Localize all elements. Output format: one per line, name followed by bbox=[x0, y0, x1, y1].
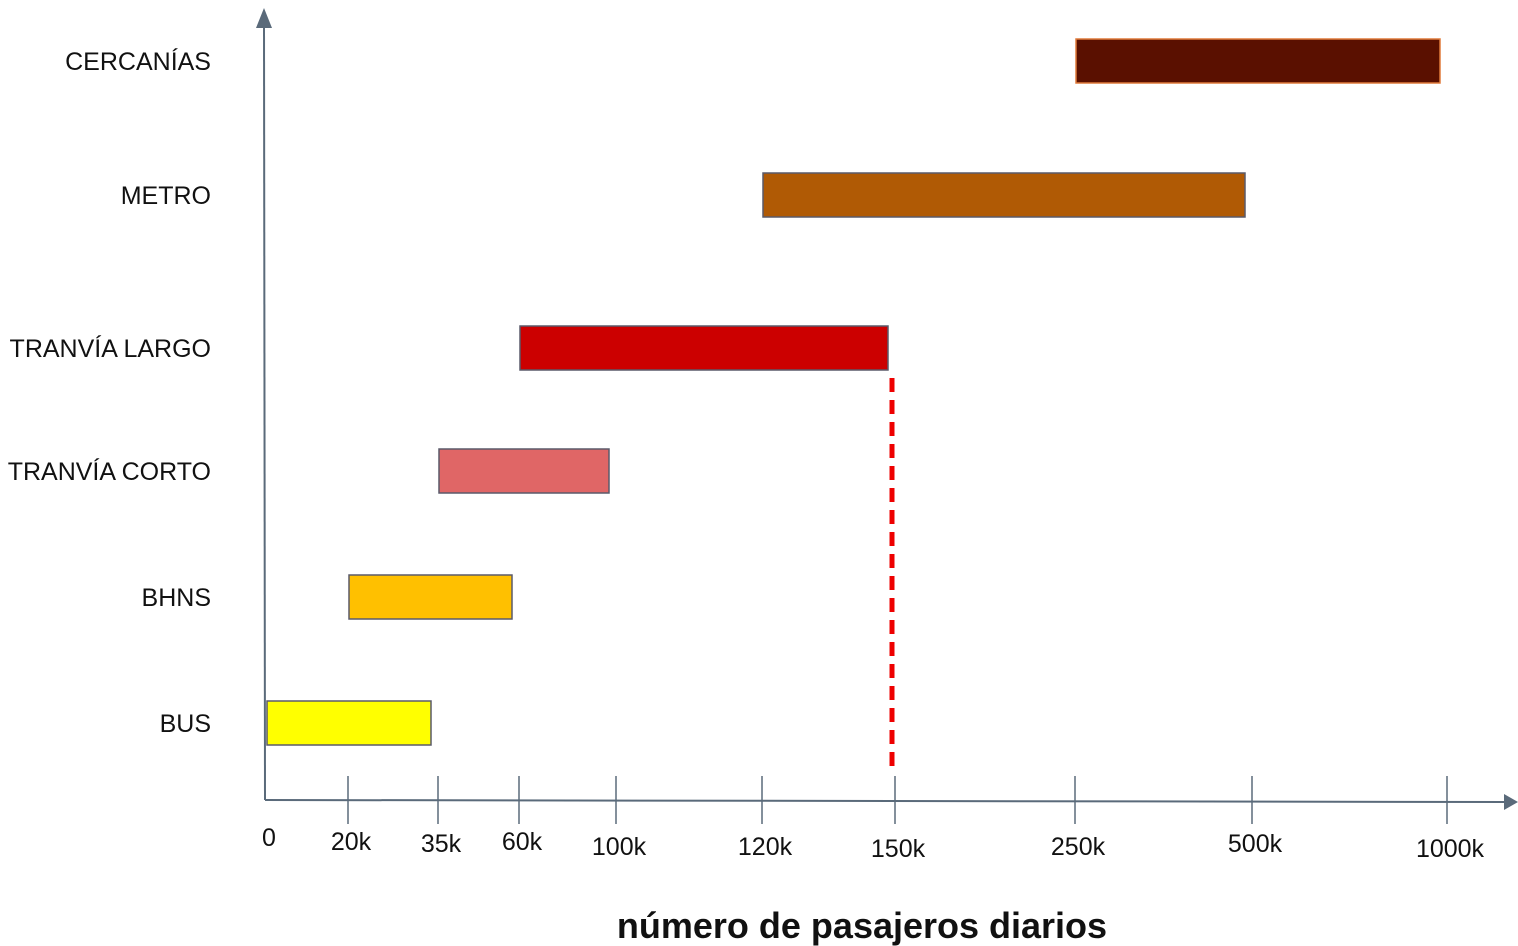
range-bar bbox=[266, 700, 432, 746]
x-tick-label: 120k bbox=[738, 833, 793, 861]
y-axis-line bbox=[263, 23, 266, 801]
y-axis-arrow bbox=[256, 8, 272, 28]
category-label: TRANVÍA CORTO bbox=[8, 457, 211, 486]
x-tick-labels: 0 20k 35k 60k 100k 120k 150k 250k 500k 1000k bbox=[262, 824, 1485, 863]
x-tick-label: 60k bbox=[502, 828, 543, 856]
x-tick-label: 100k bbox=[592, 833, 647, 861]
range-bar bbox=[1075, 38, 1441, 84]
x-tick-label: 150k bbox=[871, 835, 926, 863]
category-label: BHNS bbox=[142, 584, 211, 612]
axes bbox=[256, 8, 1518, 824]
x-axis-line bbox=[264, 799, 1507, 803]
x-tick-label: 35k bbox=[421, 830, 462, 858]
range-bar bbox=[519, 325, 889, 371]
x-axis-arrow bbox=[1504, 794, 1518, 810]
category-label: CERCANÍAS bbox=[65, 47, 211, 76]
category-labels: CERCANÍAS METRO TRANVÍA LARGO TRANVÍA CORTO… bbox=[8, 47, 211, 738]
range-bar bbox=[762, 172, 1246, 218]
x-tick-label: 1000k bbox=[1416, 835, 1485, 863]
x-tick-label: 20k bbox=[331, 828, 372, 856]
x-tick-label: 500k bbox=[1228, 830, 1283, 858]
category-label: TRANVÍA LARGO bbox=[10, 334, 211, 363]
x-tick-label: 250k bbox=[1051, 833, 1106, 861]
x-tick-label: 0 bbox=[262, 824, 276, 852]
category-label: BUS bbox=[160, 710, 211, 738]
x-axis-title: número de pasajeros diarios bbox=[617, 905, 1107, 946]
range-bars bbox=[266, 38, 1441, 746]
range-bar bbox=[348, 574, 513, 620]
range-bar bbox=[438, 448, 610, 494]
category-label: METRO bbox=[121, 182, 211, 210]
